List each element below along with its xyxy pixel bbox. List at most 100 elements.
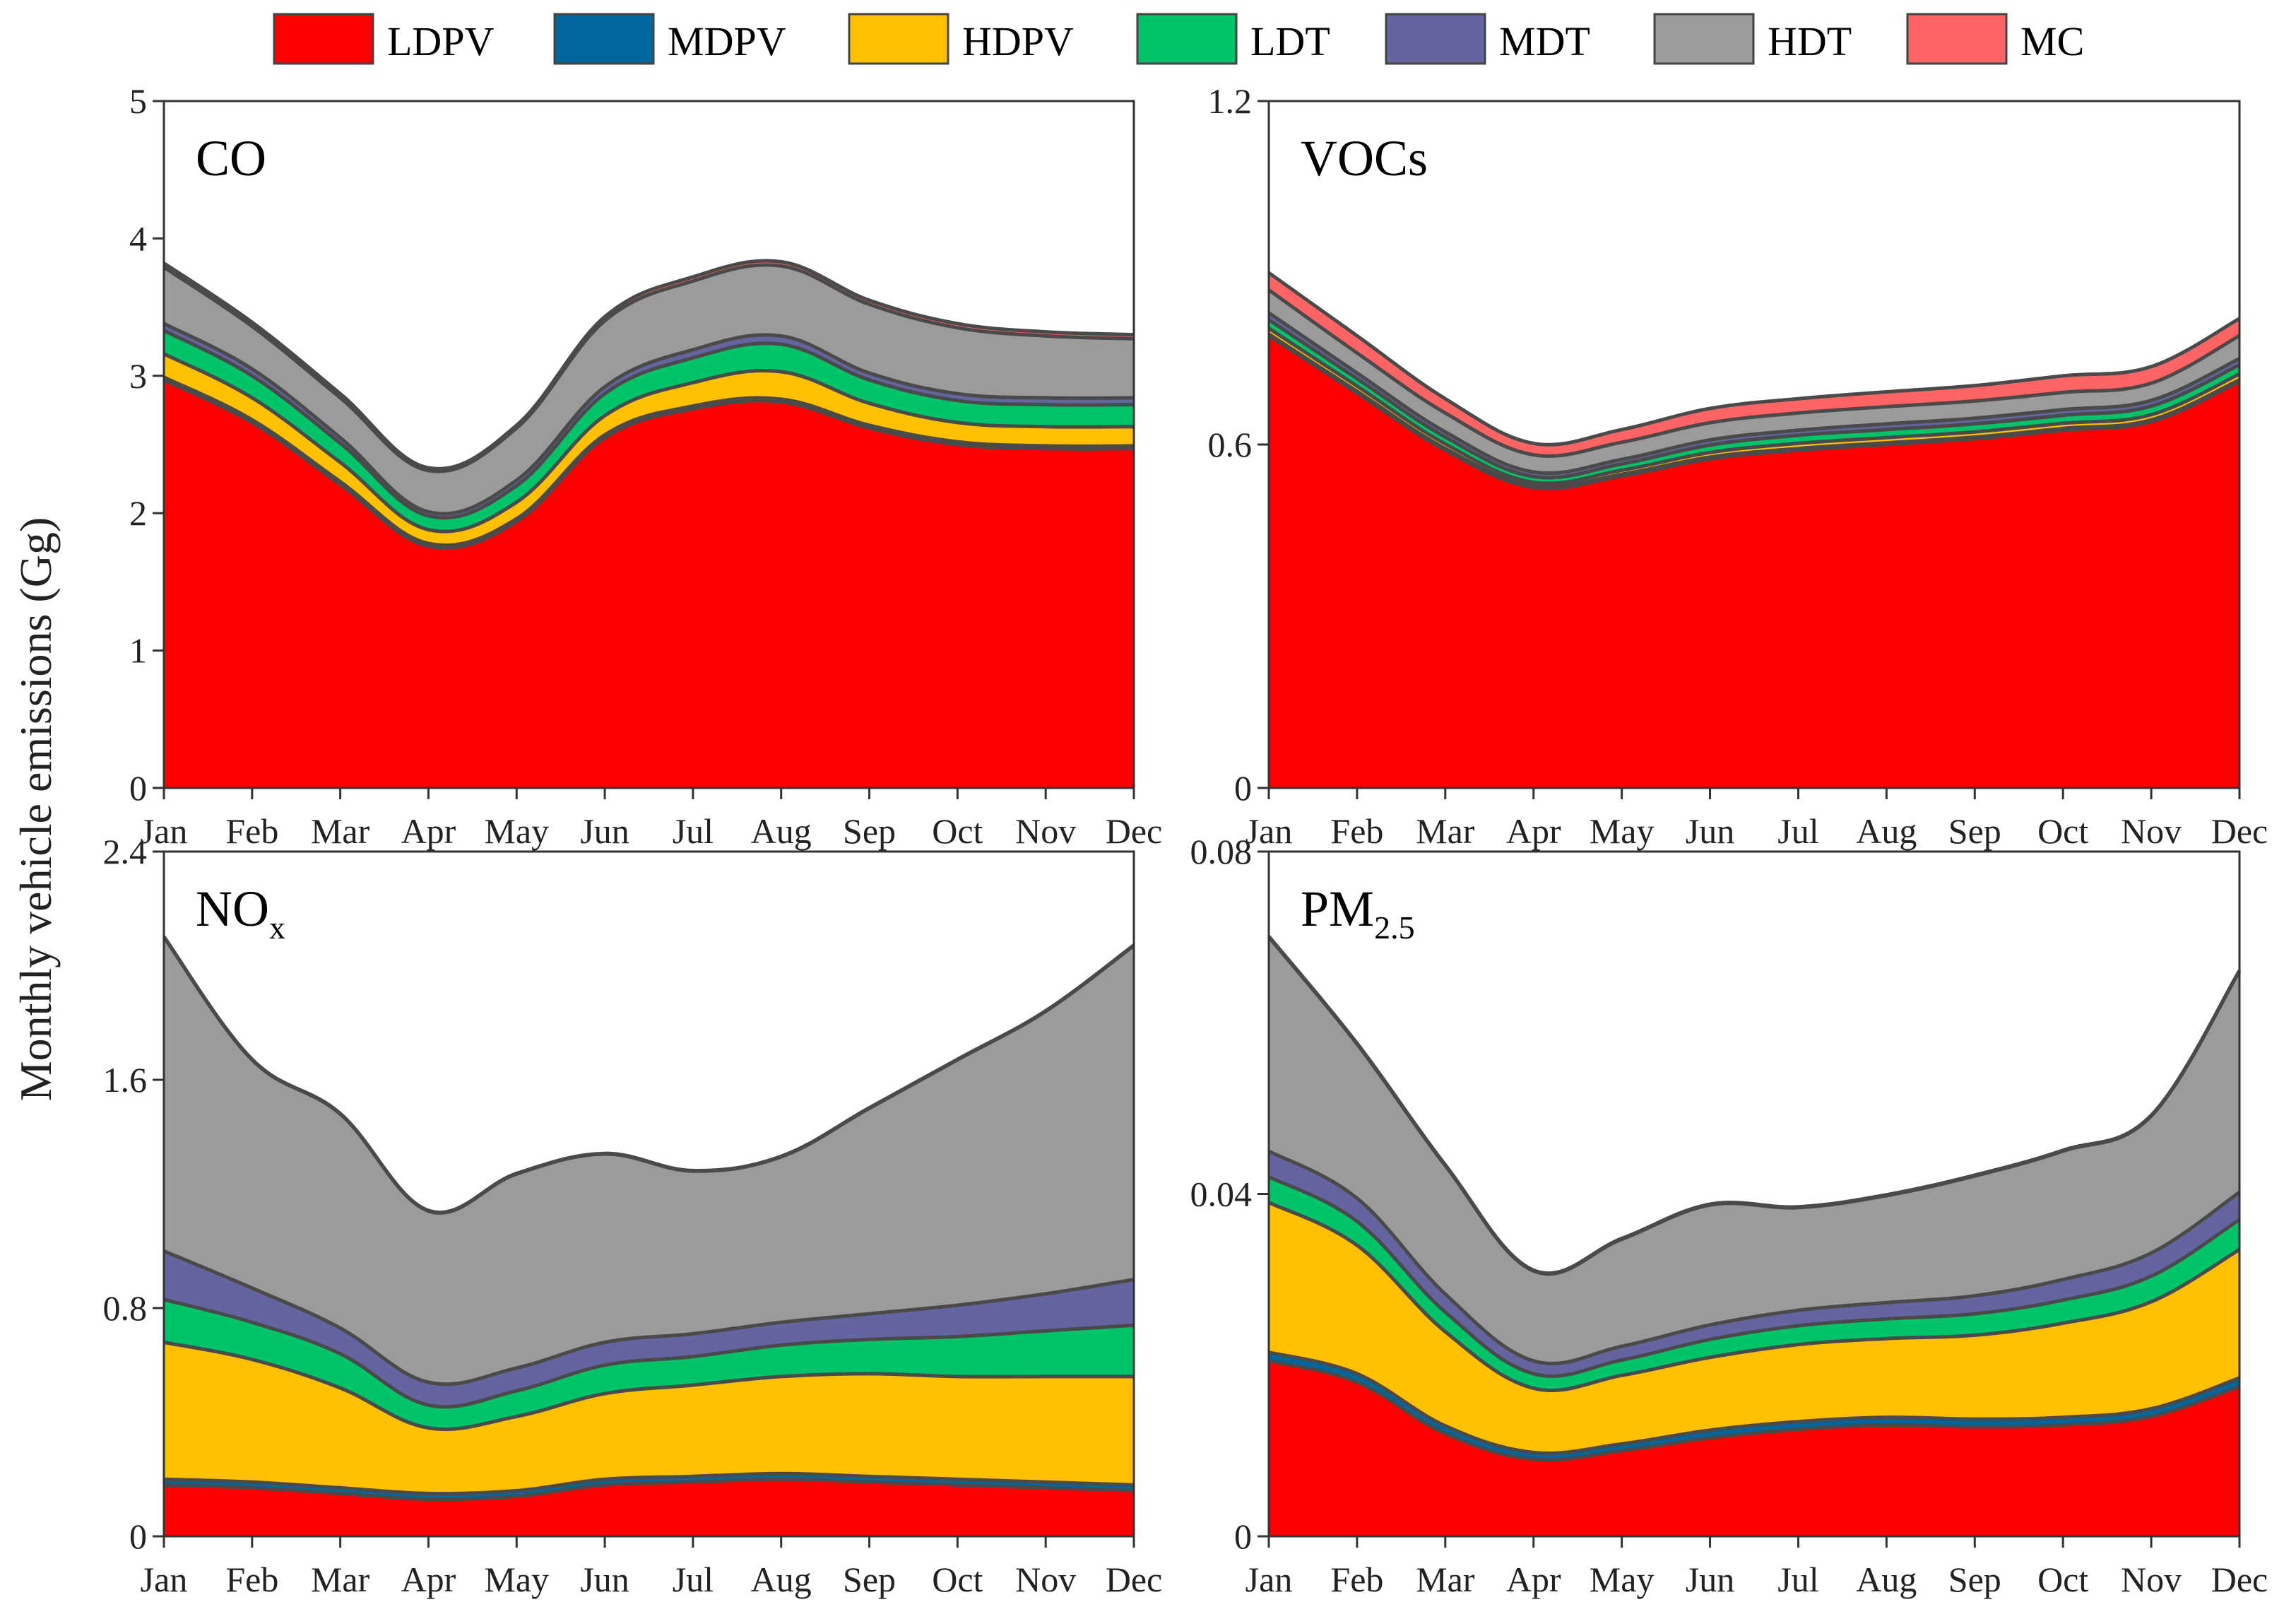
y-tick-label: 0.6 <box>1208 425 1253 464</box>
boundary-line-hdt <box>1267 288 2241 458</box>
x-tick-label: Feb <box>225 811 278 851</box>
legend-label-mdt: MDT <box>1499 18 1590 64</box>
x-tick-label: Oct <box>2037 1560 2088 1599</box>
area-hdt <box>164 937 1134 1384</box>
boundary-line-ldt <box>162 329 1135 520</box>
x-tick-label: Dec <box>2211 1560 2268 1599</box>
legend-label-ldpv: LDPV <box>387 18 495 64</box>
area-ldpv <box>164 379 1134 788</box>
boundary-line-hdpv <box>1267 326 2241 485</box>
x-tick-label: Apr <box>1506 1560 1561 1599</box>
boundary-line-mc <box>162 259 1135 471</box>
plot-frame <box>162 850 1135 1538</box>
area-hdpv <box>164 1342 1134 1494</box>
y-tick-label: 5 <box>129 81 147 121</box>
legend-label-hdpv: HDPV <box>962 18 1074 64</box>
x-tick-label: Mar <box>1416 1560 1475 1599</box>
y-tick-label: 1 <box>129 631 147 671</box>
y-tick-label: 3 <box>129 356 147 396</box>
area-ldpv <box>1269 1360 2239 1536</box>
boundary-line-mdpv <box>162 375 1135 548</box>
legend-item-mc: MC <box>1906 13 2084 65</box>
panel-title: CO <box>196 130 266 187</box>
legend-label-mdpv: MDPV <box>668 18 786 64</box>
area-mdt <box>164 1251 1134 1407</box>
x-tick-label: May <box>484 1560 549 1599</box>
boundary-line-ldt <box>163 1297 1135 1409</box>
legend-swatch-ldpv <box>273 13 374 65</box>
y-tick-label: 0 <box>129 1517 147 1556</box>
x-tick-label: Aug <box>1856 811 1917 851</box>
boundary-line-mc <box>1267 935 2242 1276</box>
y-tick-label: 0 <box>1234 1517 1252 1556</box>
panel-title: VOCs <box>1301 130 1428 187</box>
y-tick-label: 2.4 <box>103 832 148 871</box>
panel-title-subscript: 2.5 <box>1374 909 1415 946</box>
x-tick-label: Oct <box>2037 811 2088 851</box>
x-tick-label: May <box>484 811 549 851</box>
panel-title: PM2.5 <box>1301 881 1415 946</box>
x-tick-label: Sep <box>1948 811 2001 851</box>
x-tick-label: Jun <box>580 1560 629 1599</box>
panel-nox: 0 0.8 1.6 2.4 Jan Feb Mar Apr May Jun Jul Aug Sep Oct… <box>103 832 1163 1599</box>
y-tick-label: 4 <box>129 218 147 258</box>
x-tick-label: Mar <box>1416 811 1475 851</box>
legend-label-hdt: HDT <box>1768 18 1852 64</box>
boundary-line-mdt <box>1267 311 2241 476</box>
x-tick-label: Jan <box>1245 811 1293 851</box>
y-axis-label: Monthly vehicle emissions (Gg) <box>11 517 61 1102</box>
area-hdpv <box>1269 1202 2239 1454</box>
x-tick-label: Jan <box>141 1560 188 1599</box>
x-tick-label: Sep <box>843 1560 896 1599</box>
boundary-line-hdt <box>162 263 1135 473</box>
x-tick-label: Jun <box>1686 1560 1734 1599</box>
legend-item-hdt: HDT <box>1653 13 1852 65</box>
panel-title-main: NO <box>196 881 269 937</box>
x-tick-label: Jun <box>1686 811 1734 851</box>
panel-title-main: CO <box>196 130 266 187</box>
area-ldt <box>1269 1177 2239 1391</box>
x-tick-label: Jul <box>673 811 714 851</box>
boundary-line-hdpv <box>162 352 1135 534</box>
boundary-line-mdt <box>162 322 1135 516</box>
x-tick-label: Apr <box>1506 811 1561 851</box>
x-tick-label: Jul <box>1777 1560 1818 1599</box>
y-tick-label: 0.8 <box>103 1288 148 1328</box>
area-hdt <box>164 264 1134 514</box>
legend-label-mc: MC <box>2020 18 2084 64</box>
x-tick-label: Nov <box>1015 1560 1076 1599</box>
boundary-line-ldpv <box>163 1477 1135 1502</box>
y-tick-label: 0.04 <box>1190 1174 1253 1214</box>
panel-title-subscript: x <box>269 909 285 946</box>
boundary-line-ldpv <box>1268 1359 2240 1462</box>
legend-swatch-hdt <box>1653 13 1755 65</box>
x-tick-label: Oct <box>932 811 983 851</box>
area-ldpv <box>164 1479 1134 1536</box>
x-tick-label: Oct <box>932 1560 983 1599</box>
y-tick-label: 2 <box>129 493 147 533</box>
x-tick-label: Apr <box>401 1560 456 1599</box>
legend-item-mdpv: MDPV <box>553 13 786 65</box>
x-tick-label: Jan <box>1245 1560 1293 1599</box>
x-tick-label: Jul <box>673 1560 714 1599</box>
y-tick-label: 1.2 <box>1208 81 1253 121</box>
boundary-line-ldt <box>1267 318 2241 480</box>
legend-swatch-ldt <box>1136 13 1238 65</box>
boundary-line-mc <box>1267 271 2241 447</box>
legend-swatch-mdpv <box>553 13 655 65</box>
legend-label-ldt: LDT <box>1250 18 1330 64</box>
x-tick-label: Dec <box>1106 811 1163 851</box>
panel-title-main: PM <box>1301 881 1374 937</box>
legend-item-ldpv: LDPV <box>273 13 495 65</box>
plot-frame <box>162 100 1135 789</box>
x-tick-label: Dec <box>1106 1560 1163 1599</box>
x-tick-label: Aug <box>1856 1560 1917 1599</box>
legend-swatch-mdt <box>1385 13 1486 65</box>
legend-swatch-hdpv <box>848 13 949 65</box>
boundary-line-mdpv <box>1268 1350 2240 1455</box>
x-tick-label: Jul <box>1777 811 1818 851</box>
boundary-line-mdpv <box>163 1471 1135 1496</box>
x-tick-label: Mar <box>311 811 370 851</box>
x-tick-label: May <box>1590 1560 1655 1599</box>
